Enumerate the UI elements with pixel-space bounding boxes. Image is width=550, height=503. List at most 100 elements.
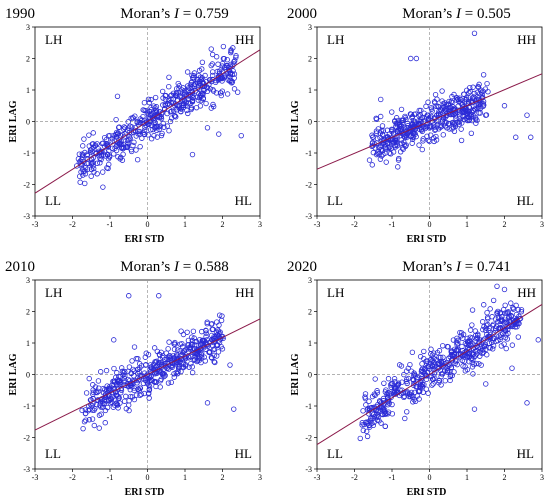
data-point bbox=[436, 354, 442, 361]
data-point bbox=[220, 43, 227, 50]
data-point bbox=[404, 409, 410, 415]
data-point bbox=[206, 349, 213, 356]
quadrant-label-hh: HH bbox=[235, 285, 254, 300]
data-point bbox=[392, 144, 399, 150]
data-point bbox=[131, 344, 138, 350]
data-point bbox=[186, 355, 192, 361]
data-point bbox=[389, 127, 395, 133]
data-point bbox=[166, 339, 172, 345]
data-point bbox=[225, 70, 231, 77]
panel-year-label: 2020 bbox=[287, 259, 317, 275]
data-point bbox=[419, 128, 425, 135]
data-point bbox=[498, 334, 504, 340]
data-point bbox=[479, 319, 486, 325]
data-point bbox=[152, 94, 159, 101]
data-point bbox=[412, 398, 419, 405]
data-point bbox=[215, 61, 221, 67]
y-tick-label: 1 bbox=[308, 339, 312, 348]
y-tick-label: -3 bbox=[305, 212, 312, 221]
data-point bbox=[498, 317, 505, 323]
data-point bbox=[431, 99, 438, 105]
data-point bbox=[515, 334, 522, 340]
moran-i-title: Moran’s I = 0.759 bbox=[120, 6, 228, 22]
data-point bbox=[94, 160, 101, 166]
data-point bbox=[484, 309, 490, 316]
data-point bbox=[80, 168, 87, 175]
data-point bbox=[469, 307, 476, 313]
data-point bbox=[481, 343, 487, 350]
data-point bbox=[469, 364, 476, 370]
data-point bbox=[181, 100, 187, 107]
data-point bbox=[456, 118, 463, 125]
x-tick-label: 3 bbox=[258, 473, 262, 482]
y-tick-label: -3 bbox=[305, 465, 312, 474]
data-point bbox=[143, 107, 149, 114]
data-point bbox=[219, 346, 226, 352]
data-point bbox=[107, 400, 113, 406]
y-tick-label: 3 bbox=[26, 276, 30, 285]
data-point bbox=[463, 107, 470, 114]
data-point bbox=[216, 73, 222, 80]
data-point bbox=[219, 63, 226, 69]
data-point bbox=[166, 74, 172, 80]
data-point bbox=[123, 393, 129, 400]
data-point bbox=[129, 124, 135, 130]
data-point bbox=[233, 54, 239, 61]
data-point bbox=[409, 140, 415, 146]
data-point bbox=[375, 414, 382, 420]
data-point bbox=[454, 335, 460, 342]
data-point bbox=[429, 108, 435, 114]
data-point bbox=[145, 132, 151, 138]
x-tick-label: -2 bbox=[69, 473, 76, 482]
data-point bbox=[362, 419, 369, 426]
data-point bbox=[447, 377, 453, 384]
data-point bbox=[467, 84, 473, 91]
data-point bbox=[197, 103, 204, 109]
data-point bbox=[472, 116, 479, 122]
data-point bbox=[403, 142, 409, 148]
y-tick-label: 3 bbox=[26, 23, 30, 32]
data-point bbox=[437, 354, 444, 361]
data-point bbox=[444, 368, 450, 374]
data-point bbox=[487, 329, 494, 336]
data-point bbox=[369, 410, 375, 417]
moran-prefix: Moran’s bbox=[402, 6, 456, 22]
data-point bbox=[162, 356, 168, 363]
data-point bbox=[464, 117, 471, 124]
data-point bbox=[422, 370, 428, 377]
data-point bbox=[192, 342, 198, 348]
data-point bbox=[197, 92, 204, 99]
data-point bbox=[380, 147, 386, 154]
y-tick-label: -3 bbox=[23, 212, 30, 221]
quadrant-label-hl: HL bbox=[235, 193, 252, 208]
data-point bbox=[90, 395, 96, 402]
data-point bbox=[209, 51, 216, 58]
data-point bbox=[95, 388, 102, 395]
data-point bbox=[172, 339, 178, 346]
y-axis-label: ERI LAG bbox=[290, 100, 301, 142]
data-point bbox=[494, 310, 500, 316]
data-point bbox=[362, 395, 369, 402]
data-point bbox=[440, 132, 446, 138]
data-point bbox=[458, 137, 465, 144]
data-point bbox=[217, 90, 224, 96]
y-tick-label: -2 bbox=[23, 434, 30, 443]
data-point bbox=[447, 372, 454, 378]
data-point bbox=[82, 410, 89, 417]
quadrant-label-ll: LL bbox=[45, 446, 61, 461]
data-point bbox=[156, 114, 162, 121]
data-point bbox=[404, 380, 410, 387]
data-point bbox=[91, 422, 97, 429]
data-point bbox=[380, 151, 386, 158]
data-point bbox=[105, 165, 111, 172]
data-point bbox=[403, 368, 410, 374]
data-point bbox=[145, 111, 152, 118]
data-point bbox=[234, 89, 241, 95]
data-point bbox=[357, 435, 363, 442]
data-point bbox=[180, 85, 186, 91]
data-point bbox=[399, 120, 406, 126]
data-point bbox=[389, 401, 395, 408]
data-point bbox=[191, 81, 197, 88]
data-point bbox=[424, 133, 430, 139]
data-point bbox=[90, 387, 96, 393]
